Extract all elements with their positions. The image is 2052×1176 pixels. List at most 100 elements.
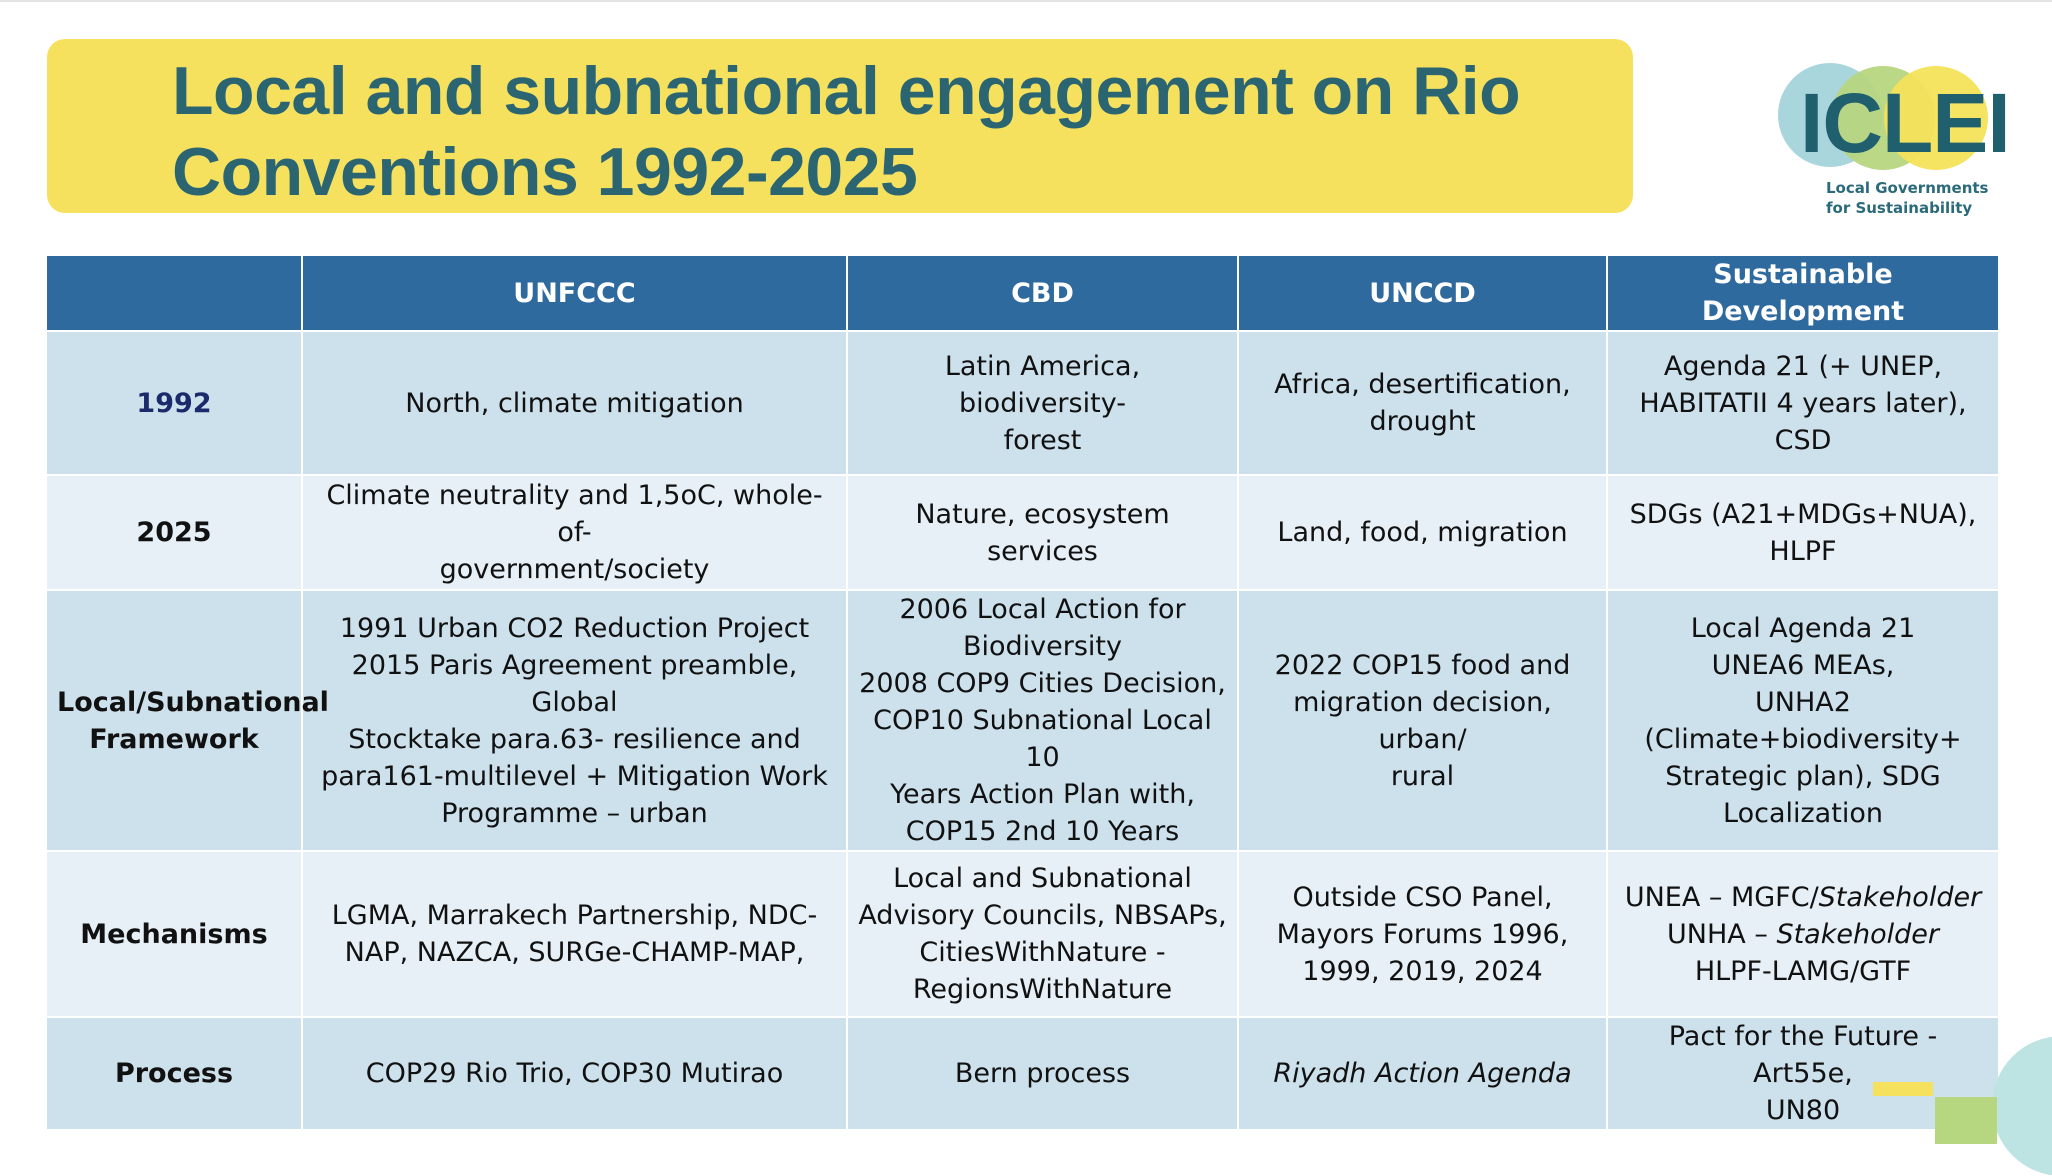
- cell-mechanisms-unccd: Outside CSO Panel, Mayors Forums 1996, 1…: [1237, 850, 1608, 1018]
- table-row-mechanisms: Mechanisms LGMA, Marrakech Partnership, …: [45, 850, 2000, 1018]
- cell-text-italic: Stakeholder: [1776, 918, 1939, 950]
- cell-line: Latin America, biodiversity-: [944, 350, 1141, 419]
- cell-line: UN80: [1765, 1095, 1841, 1126]
- cell-line: 2022 COP15 food and: [1274, 649, 1571, 681]
- table-row-local-subnational-framework: Local/Subnational Framework 1991 Urban C…: [45, 589, 2000, 852]
- row-label-line: Local/Subnational: [57, 686, 329, 718]
- cell-line: Africa, desertification,: [1274, 369, 1571, 400]
- cell-line: HLPF-LAMG/GTF: [1694, 955, 1912, 987]
- logo-wordmark: ICLEI: [1800, 76, 2011, 170]
- cell-framework-cbd: 2006 Local Action for Biodiversity 2008 …: [846, 589, 1239, 852]
- logo-circles-icon: [1778, 63, 1988, 170]
- row-label-line: Framework: [89, 723, 259, 755]
- cell-2025-cbd: Nature, ecosystem services: [846, 474, 1239, 591]
- cell-line: Localization: [1723, 797, 1883, 829]
- cell-text: UNEA – MGFC/: [1624, 881, 1819, 913]
- cell-line: Climate neutrality and 1,5oC, whole-of-: [326, 480, 823, 548]
- cell-mechanisms-cbd: Local and Subnational Advisory Councils,…: [846, 850, 1239, 1018]
- cell-line: RegionsWithNature: [912, 974, 1173, 1005]
- slide-title: Local and subnational engagement on Rio …: [172, 53, 1521, 210]
- logo-tagline-line2: for Sustainability: [1826, 199, 1973, 217]
- header-cbd: CBD: [846, 254, 1239, 332]
- cell-line: UNEA6 MEAs,: [1711, 649, 1895, 681]
- cell-framework-sustainable-development: Local Agenda 21 UNEA6 MEAs, UNHA2 (Clima…: [1606, 589, 2000, 852]
- cell-mechanisms-sustainable-development: UNEA – MGFC/Stakeholder UNHA – Stakehold…: [1606, 850, 2000, 1018]
- cell-line: government/society: [439, 554, 710, 585]
- cell-process-unccd: Riyadh Action Agenda: [1237, 1016, 1608, 1131]
- cell-line: HLPF: [1769, 535, 1837, 567]
- top-rule: [0, 0, 2052, 2]
- cell-line: Riyadh Action Agenda: [1273, 1058, 1572, 1089]
- cell-line: forest: [1003, 424, 1082, 456]
- cell-framework-unfccc: 1991 Urban CO2 Reduction Project 2015 Pa…: [301, 589, 848, 852]
- row-label-local-subnational-framework: Local/Subnational Framework: [45, 589, 329, 852]
- logo-tagline: Local Governments for Sustainability: [1826, 178, 2026, 218]
- title-banner: Local and subnational engagement on Rio …: [47, 39, 1633, 213]
- cell-line: migration decision, urban/: [1293, 686, 1552, 755]
- cell-line: UNHA2: [1755, 686, 1851, 718]
- cell-line: North, climate mitigation: [405, 387, 744, 419]
- row-label-1992: 1992: [45, 330, 303, 476]
- cell-line: LGMA, Marrakech Partnership, NDC-: [331, 900, 818, 931]
- cell-line: 1999, 2019, 2024: [1302, 955, 1543, 987]
- cell-process-sustainable-development: Pact for the Future - Art55e, UN80: [1606, 1016, 2000, 1131]
- cell-1992-unfccc: North, climate mitigation: [301, 330, 848, 476]
- cell-line: Programme – urban: [441, 797, 708, 829]
- row-label-process: Process: [45, 1016, 303, 1131]
- cell-line: Outside CSO Panel,: [1292, 881, 1553, 913]
- row-label-mechanisms: Mechanisms: [45, 850, 303, 1018]
- cell-line: Years Action Plan with,: [890, 779, 1195, 810]
- cell-line: Mayors Forums 1996,: [1276, 918, 1569, 950]
- cell-line: Stocktake para.63- resilience and: [348, 723, 801, 755]
- cell-line: Biodiversity: [962, 631, 1122, 662]
- decorative-green-block: [1935, 1097, 1997, 1144]
- cell-line: 1991 Urban CO2 Reduction Project: [339, 612, 810, 644]
- cell-2025-sustainable-development: SDGs (A21+MDGs+NUA), HLPF: [1606, 474, 2000, 591]
- decorative-yellow-block: [1873, 1082, 1933, 1096]
- cell-line: Strategic plan), SDG: [1665, 760, 1941, 792]
- cell-line: drought: [1369, 406, 1476, 437]
- table-row-1992: 1992 North, climate mitigation Latin Ame…: [45, 330, 2000, 476]
- cell-line: COP29 Rio Trio, COP30 Mutirao: [365, 1058, 784, 1089]
- cell-line: CitiesWithNature -: [919, 937, 1166, 968]
- cell-1992-sustainable-development: Agenda 21 (+ UNEP, HABITATII 4 years lat…: [1606, 330, 2000, 476]
- header-sustainable-development: Sustainable Development: [1606, 254, 2000, 332]
- cell-line: Advisory Councils, NBSAPs,: [858, 900, 1227, 931]
- cell-text-italic: Stakeholder: [1818, 881, 1982, 913]
- header-corner: [45, 254, 303, 332]
- rio-conventions-table: UNFCCC CBD UNCCD Sustainable Development…: [45, 254, 2000, 1131]
- table-row-2025: 2025 Climate neutrality and 1,5oC, whole…: [45, 474, 2000, 591]
- cell-2025-unccd: Land, food, migration: [1237, 474, 1608, 591]
- cell-line: para161-multilevel + Mitigation Work: [321, 760, 828, 792]
- cell-line: 2015 Paris Agreement preamble, Global: [351, 649, 798, 718]
- table-row-process: Process COP29 Rio Trio, COP30 Mutirao Be…: [45, 1016, 2000, 1131]
- cell-line: COP10 Subnational Local 10: [873, 705, 1212, 773]
- cell-line: Nature, ecosystem services: [915, 498, 1170, 567]
- cell-mechanisms-unfccc: LGMA, Marrakech Partnership, NDC- NAP, N…: [301, 850, 848, 1018]
- iclei-logo: ICLEI Local Governments for Sustainabili…: [1768, 60, 2018, 230]
- cell-line: (Climate+biodiversity+: [1644, 723, 1962, 755]
- cell-1992-unccd: Africa, desertification, drought: [1237, 330, 1608, 476]
- cell-framework-unccd: 2022 COP15 food and migration decision, …: [1237, 589, 1608, 852]
- cell-process-unfccc: COP29 Rio Trio, COP30 Mutirao: [301, 1016, 848, 1131]
- cell-line: UNHA – Stakeholder: [1618, 916, 1988, 953]
- cell-line: HABITATII 4 years later), CSD: [1639, 387, 1967, 456]
- row-label-2025: 2025: [45, 474, 303, 591]
- cell-line: Local and Subnational: [893, 863, 1192, 894]
- table-header-row: UNFCCC CBD UNCCD Sustainable Development: [45, 254, 2000, 332]
- logo-tagline-line1: Local Governments: [1826, 179, 1989, 197]
- cell-line: SDGs (A21+MDGs+NUA),: [1629, 498, 1977, 530]
- cell-line: Pact for the Future - Art55e,: [1668, 1021, 1938, 1089]
- cell-text: UNHA –: [1667, 918, 1777, 950]
- cell-line: Agenda 21 (+ UNEP,: [1663, 350, 1943, 382]
- cell-process-cbd: Bern process: [846, 1016, 1239, 1131]
- cell-2025-unfccc: Climate neutrality and 1,5oC, whole-of- …: [301, 474, 848, 591]
- cell-line: Local Agenda 21: [1690, 612, 1916, 644]
- header-unfccc: UNFCCC: [301, 254, 848, 332]
- decorative-circle: [1992, 1036, 2052, 1176]
- cell-line: 2006 Local Action for: [899, 594, 1186, 625]
- cell-line: Land, food, migration: [1277, 517, 1568, 548]
- cell-1992-cbd: Latin America, biodiversity- forest: [846, 330, 1239, 476]
- cell-line: Bern process: [954, 1058, 1131, 1089]
- cell-line: UNEA – MGFC/Stakeholder: [1618, 879, 1988, 916]
